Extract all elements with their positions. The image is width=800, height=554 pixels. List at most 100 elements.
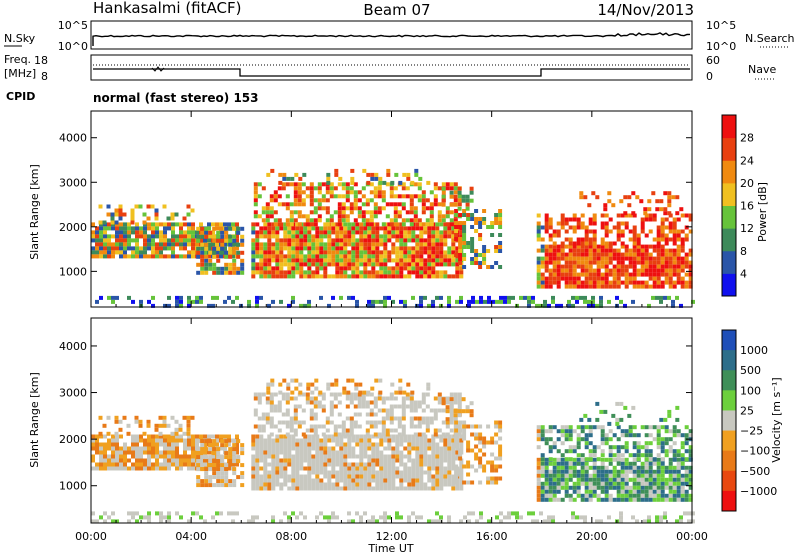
heatmap-cell: [435, 270, 440, 275]
heatmap-cell: [458, 213, 463, 217]
heatmap-cell: [359, 254, 364, 259]
heatmap-cell: [482, 209, 487, 213]
heatmap-cell: [335, 470, 340, 475]
heatmap-cell: [361, 186, 366, 191]
heatmap-cell: [548, 457, 553, 462]
heatmap-cell: [367, 250, 372, 255]
heatmap-cell: [478, 225, 483, 229]
heatmap-cell: [95, 299, 99, 304]
heatmap-cell: [227, 295, 231, 300]
heatmap-cell: [335, 226, 340, 231]
heatmap-cell: [688, 457, 693, 462]
heatmap-cell: [660, 225, 665, 230]
heatmap-cell: [363, 266, 368, 271]
heatmap-cell: [437, 428, 442, 433]
heatmap-cell: [407, 515, 411, 520]
heatmap-cell: [680, 473, 685, 478]
heatmap-cell: [196, 463, 201, 468]
heatmap-cell: [478, 480, 483, 485]
heatmap-cell: [451, 234, 456, 239]
heatmap-cell: [544, 217, 549, 222]
heatmap-cell: [397, 420, 402, 425]
heatmap-cell: [640, 461, 645, 466]
heatmap-cell: [319, 478, 324, 483]
heatmap-cell: [592, 252, 597, 257]
heatmap-cell: [405, 404, 410, 409]
heatmap-cell: [303, 458, 308, 463]
heatmap-cell: [369, 412, 374, 417]
heatmap-cell: [608, 252, 613, 257]
heatmap-cell: [427, 486, 432, 491]
heatmap-cell: [203, 434, 207, 439]
heatmap-cell: [335, 254, 340, 259]
heatmap-cell: [672, 233, 677, 238]
heatmap-cell: [407, 482, 412, 487]
heatmap-cell: [399, 262, 404, 267]
heatmap-cell: [134, 419, 139, 424]
heatmap-cell: [232, 467, 237, 472]
heatmap-cell: [425, 416, 430, 421]
heatmap-cell: [359, 454, 364, 459]
heatmap-cell: [331, 226, 336, 231]
heatmap-cell: [431, 266, 436, 271]
heatmap-cell: [307, 470, 312, 475]
heatmap-cell: [572, 217, 577, 222]
heatmap-cell: [664, 233, 669, 238]
heatmap-cell: [263, 458, 268, 463]
heatmap-cell: [462, 424, 467, 429]
heatmap-cell: [584, 489, 589, 494]
heatmap-cell: [548, 225, 553, 230]
heatmap-cell: [592, 217, 597, 222]
heatmap-cell: [343, 250, 348, 255]
heatmap-cell: [290, 378, 295, 383]
heatmap-cell: [307, 478, 312, 483]
heatmap-cell: [333, 194, 338, 199]
heatmap-cell: [407, 270, 412, 275]
heatmap-cell: [91, 434, 95, 439]
heatmap-cell: [461, 397, 466, 402]
heatmap-cell: [363, 486, 368, 491]
heatmap-cell: [668, 225, 673, 230]
heatmap-cell: [498, 217, 503, 221]
heatmap-cell: [351, 295, 355, 300]
heatmap-cell: [232, 262, 237, 267]
heatmap-cell: [347, 478, 352, 483]
heatmap-cell: [439, 270, 444, 275]
heatmap-cell: [439, 303, 443, 308]
heatmap-cell: [399, 450, 404, 455]
heatmap-cell: [470, 217, 475, 221]
heatmap-cell: [379, 266, 384, 271]
heatmap-cell: [163, 438, 167, 443]
heatmap-cell: [367, 482, 372, 487]
heatmap-cell: [399, 242, 404, 247]
heatmap-cell: [253, 210, 258, 215]
heatmap-cell: [285, 424, 290, 429]
heatmap-cell: [287, 246, 292, 251]
heatmap-cell: [251, 519, 255, 524]
heatmap-cell: [371, 226, 376, 231]
heatmap-cell: [640, 229, 645, 234]
heatmap-cell: [644, 280, 649, 285]
heatmap-cell: [367, 258, 372, 263]
heatmap-cell: [261, 392, 266, 397]
heatmap-cell: [232, 258, 237, 263]
heatmap-cell: [220, 479, 225, 484]
heatmap-cell: [339, 254, 344, 259]
heatmap-cell: [275, 462, 280, 467]
heatmap-cell: [672, 264, 677, 269]
heatmap-cell: [636, 489, 641, 494]
heatmap-cell: [204, 455, 209, 460]
heatmap-cell: [552, 469, 557, 474]
heatmap-cell: [335, 230, 340, 235]
heatmap-cell: [339, 295, 343, 300]
heatmap-cell: [216, 471, 221, 476]
colorbar-swatch: [722, 410, 736, 432]
heatmap-cell: [339, 234, 344, 239]
heatmap-cell: [640, 217, 645, 222]
heatmap-cell: [279, 299, 283, 304]
heatmap-cell: [519, 515, 523, 520]
heatmap-cell: [265, 420, 270, 425]
heatmap-cell: [576, 248, 581, 253]
heatmap-cell: [596, 497, 601, 502]
heatmap-cell: [423, 230, 428, 235]
